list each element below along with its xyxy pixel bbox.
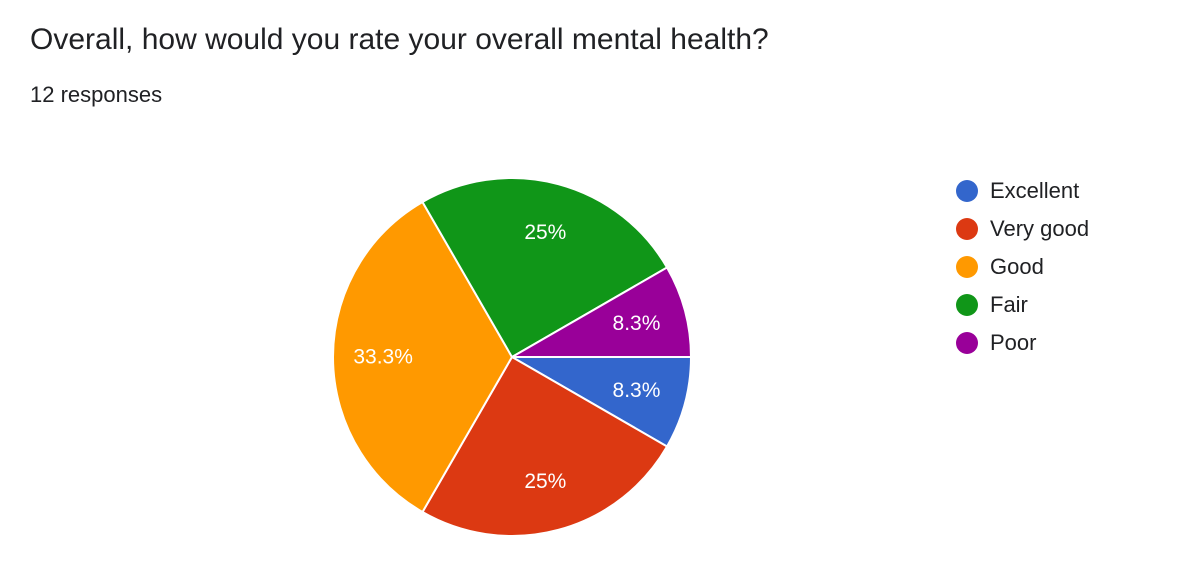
pie-slice-labels: 8.3% 25% 33.3% 25% 8.3% <box>353 221 660 493</box>
legend-label: Excellent <box>990 178 1080 203</box>
legend-label: Poor <box>990 330 1037 355</box>
legend-item-good[interactable]: Good <box>956 248 1089 286</box>
legend-label: Very good <box>990 216 1090 241</box>
legend-item-very-good[interactable]: Very good <box>956 210 1089 248</box>
pie-slice-fair[interactable] <box>421 177 669 358</box>
legend-swatch-icon <box>956 256 978 278</box>
legend-label: Good <box>990 254 1044 279</box>
pie-slice-label: 25% <box>524 470 566 493</box>
legend-swatch-icon <box>956 218 978 240</box>
legend-swatch-icon <box>956 332 978 354</box>
chart-legend: Excellent Very good Good Fair Poor <box>956 172 1089 362</box>
legend-item-poor[interactable]: Poor <box>956 324 1089 362</box>
legend-item-fair[interactable]: Fair <box>956 286 1089 324</box>
legend-item-excellent[interactable]: Excellent <box>956 172 1089 210</box>
pie-slice-poor[interactable] <box>511 266 692 358</box>
legend-swatch-icon <box>956 294 978 316</box>
pie-slice-excellent[interactable] <box>511 356 692 448</box>
chart-title: Overall, how would you rate your overall… <box>30 23 769 56</box>
pie-slice-label: 33.3% <box>353 346 413 369</box>
response-count: 12 responses <box>30 82 163 107</box>
legend-swatch-icon <box>956 180 978 202</box>
pie-slice-very-good[interactable] <box>421 356 669 537</box>
pie-slices <box>331 177 692 537</box>
pie-slice-label: 8.3% <box>613 312 661 335</box>
pie-slice-label: 25% <box>524 221 566 244</box>
pie-slice-label: 8.3% <box>613 379 661 402</box>
legend-label: Fair <box>990 292 1028 317</box>
